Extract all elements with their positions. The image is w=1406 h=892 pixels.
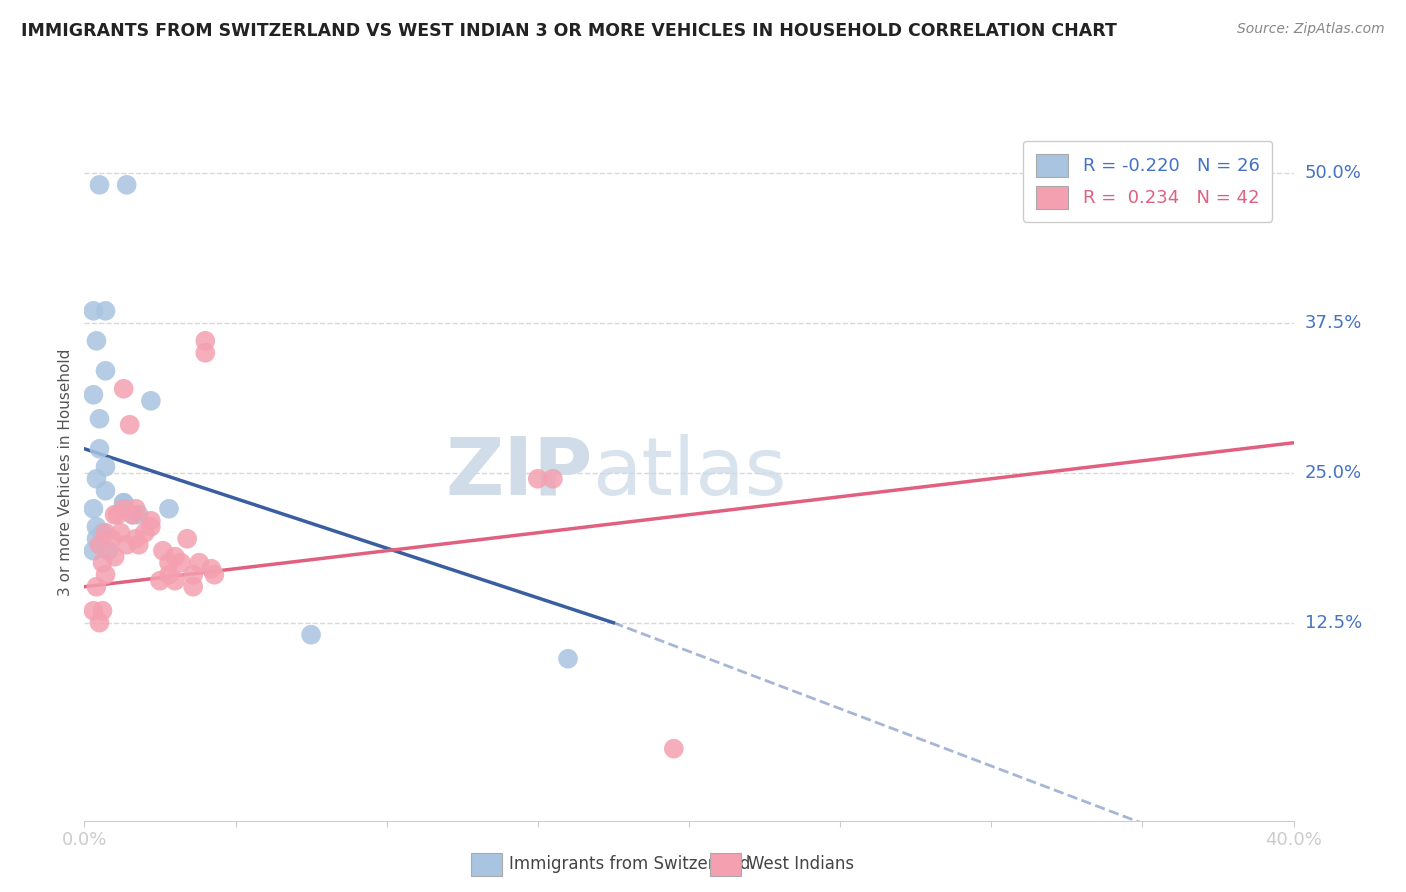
Point [157,556,180,570]
Point [128,508,150,522]
Point [194,346,217,360]
Point [91,556,114,570]
Point [157,501,180,516]
Point [89,538,111,552]
Point [94,525,117,540]
Point [299,628,322,642]
Point [112,496,135,510]
Point [115,538,138,552]
Point [104,549,127,564]
Point [526,472,548,486]
Point [200,562,222,576]
Point [91,604,114,618]
Point [86,334,108,348]
Point [557,651,579,665]
Point [82,501,104,516]
Point [139,520,162,534]
Point [82,543,104,558]
Point [188,556,211,570]
Point [97,543,120,558]
Point [82,604,104,618]
Point [94,483,117,498]
Point [89,411,111,425]
Text: atlas: atlas [592,434,786,512]
Text: Source: ZipAtlas.com: Source: ZipAtlas.com [1237,22,1385,37]
Point [121,508,143,522]
Text: 37.5%: 37.5% [1305,314,1362,332]
Point [89,615,111,630]
Point [194,334,217,348]
Text: 50.0%: 50.0% [1305,164,1361,182]
Point [86,472,108,486]
Point [107,508,129,522]
Text: Immigrants from Switzerland: Immigrants from Switzerland [509,855,751,873]
Point [94,364,117,378]
Text: IMMIGRANTS FROM SWITZERLAND VS WEST INDIAN 3 OR MORE VEHICLES IN HOUSEHOLD CORRE: IMMIGRANTS FROM SWITZERLAND VS WEST INDI… [21,22,1116,40]
Point [89,178,111,192]
Point [110,525,132,540]
Point [86,520,108,534]
Point [89,442,111,456]
Point [82,303,104,318]
Point [149,574,172,588]
Point [100,532,122,546]
Point [157,567,180,582]
Point [94,303,117,318]
Point [128,538,150,552]
Point [112,382,135,396]
Legend: R = -0.220   N = 26, R =  0.234   N = 42: R = -0.220 N = 26, R = 0.234 N = 42 [1024,141,1272,221]
Point [91,525,114,540]
Point [112,496,135,510]
Point [82,388,104,402]
Point [134,525,156,540]
Point [181,567,204,582]
Y-axis label: 3 or more Vehicles in Household: 3 or more Vehicles in Household [58,349,73,597]
Text: ZIP: ZIP [444,434,592,512]
Point [112,501,135,516]
Point [125,501,148,516]
Point [139,393,162,408]
Point [139,514,162,528]
Point [163,574,186,588]
Point [125,532,148,546]
Point [662,741,685,756]
Point [94,567,117,582]
Point [118,417,141,432]
Point [176,532,198,546]
Point [115,178,138,192]
Point [86,580,108,594]
Point [121,508,143,522]
Text: 25.0%: 25.0% [1305,464,1362,482]
Point [181,580,204,594]
Point [541,472,564,486]
Text: West Indians: West Indians [748,855,853,873]
Point [152,543,174,558]
Point [170,556,193,570]
Point [104,508,127,522]
Text: 12.5%: 12.5% [1305,614,1362,632]
Point [163,549,186,564]
Point [86,532,108,546]
Point [202,567,225,582]
Point [94,459,117,474]
